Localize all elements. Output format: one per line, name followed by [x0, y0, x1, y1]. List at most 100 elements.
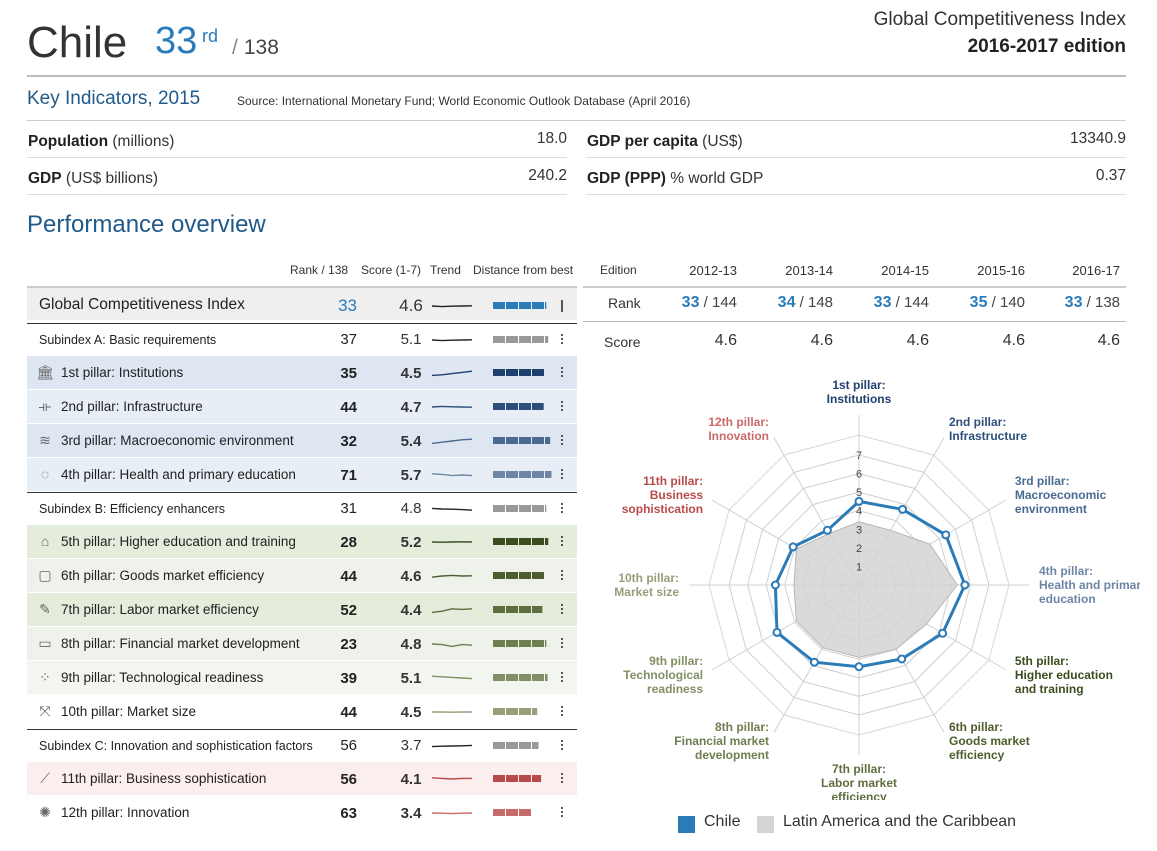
col-header-trend: Trend: [430, 263, 461, 277]
row-rank: 52: [340, 602, 357, 619]
distance-segment: [532, 606, 543, 613]
distance-segment: [506, 708, 518, 715]
indicator-gdp-per-capita: GDP per capita (US$): [587, 133, 743, 151]
distance-segment: [493, 606, 505, 613]
row-score: 5.1: [400, 331, 422, 348]
trend-sparkline: [431, 777, 472, 780]
indicator-divider: [27, 157, 567, 158]
key-indicators-divider: [27, 120, 1126, 121]
row-score: 5.1: [400, 670, 422, 687]
distance-bar: [493, 740, 563, 752]
radar-axis-label: 4th pillar: Health and primary education: [1039, 564, 1140, 606]
distance-segment: [506, 606, 518, 613]
edition-rank-value: 33: [873, 294, 892, 311]
distance-bar: [493, 300, 563, 312]
trend-sparkline: [431, 305, 473, 308]
row-rank: 71: [340, 467, 357, 484]
distance-segment: [532, 538, 544, 545]
row-label: 3rd pillar: Macroeconomic environment: [61, 433, 294, 448]
distance-segment: [532, 572, 544, 579]
indicator-label: GDP (PPP): [587, 170, 666, 187]
distance-bar: [493, 367, 563, 379]
distance-bar: [493, 672, 563, 684]
row-score: 4.6: [399, 296, 423, 315]
distance-segment: [506, 505, 518, 512]
row-score: 4.1: [400, 771, 422, 788]
edition-rank: 33 / 144: [829, 294, 929, 312]
row-label: 11th pillar: Business sophistication: [61, 771, 267, 786]
distance-segment: [532, 640, 544, 647]
overall-rank: 33: [155, 20, 198, 62]
col-header-score: Score (1-7): [361, 263, 422, 277]
indicator-gdp: GDP (US$ billions): [28, 170, 158, 188]
distance-segment: [545, 640, 547, 647]
row-score: 4.5: [400, 704, 422, 721]
radar-tick-label: 5: [856, 487, 862, 499]
country-name: Chile: [27, 18, 128, 67]
radar-point-chile: [897, 654, 907, 664]
distance-segment: [545, 336, 549, 343]
row-rank: 63: [340, 805, 357, 822]
indicator-unit: (US$): [702, 133, 743, 150]
radar-axis-label: 8th pillar: Financial market development: [674, 720, 769, 762]
pillar-row: ⁘ 9th pillar: Technological readiness 39 5.…: [27, 661, 577, 695]
row-rank: 28: [340, 534, 357, 551]
distance-segment: [493, 674, 505, 681]
header-divider: [27, 75, 1126, 77]
distance-segment: [532, 403, 544, 410]
trend-sparkline: [431, 370, 473, 377]
row-rank: 56: [340, 737, 357, 754]
row-rank: 35: [340, 365, 357, 382]
radar-tick-label: 2: [856, 543, 862, 555]
gci-row: Global Competitiveness Index 33 4.6: [27, 286, 577, 321]
row-label: 10th pillar: Market size: [61, 704, 197, 719]
legend-swatch-chile: [678, 816, 695, 833]
edition-score: 4.6: [1002, 332, 1025, 349]
trend-sparkline: [431, 744, 473, 748]
distance-segment: [506, 302, 518, 309]
trend-sparkline: [431, 405, 473, 408]
report-title: Global Competitiveness Index: [873, 9, 1126, 30]
edition-label: 2016-2017 edition: [967, 36, 1126, 57]
indicator-divider: [586, 157, 1126, 158]
trend-sparkline: [431, 507, 473, 511]
radar-point-chile: [809, 657, 819, 667]
subindex-row: Subindex B: Efficiency enhancers 31 4.8: [27, 492, 577, 524]
trend-sparkline: [431, 812, 473, 815]
edition-top-divider: [583, 286, 1126, 288]
distance-bar: [493, 706, 563, 718]
row-score: 4.5: [400, 365, 422, 382]
distance-bar: [493, 536, 563, 548]
distance-bar: [493, 773, 563, 785]
indicator-divider: [27, 194, 567, 195]
indicator-unit: (millions): [112, 133, 175, 150]
pillar-row: ≋ 3rd pillar: Macroeconomic environment 32…: [27, 424, 577, 458]
distance-segment: [506, 369, 518, 376]
row-score: 5.4: [400, 433, 422, 450]
indicator-value: 0.37: [1095, 167, 1126, 184]
distance-segment: [545, 674, 548, 681]
edition-rank-value: 33: [681, 294, 700, 311]
pillar-row: ⟋ 11th pillar: Business sophistication 56 4…: [27, 762, 577, 796]
col-header-distance: Distance from best: [473, 263, 574, 277]
distance-segment: [532, 742, 539, 749]
radar-chart: 1 2 3 4 5 6 7 1st pillar: Institutions 2nd pillar…: [614, 380, 1140, 800]
radar-tick-label: 6: [856, 469, 862, 481]
distance-segment: [545, 302, 547, 309]
indicator-unit: (US$ billions): [65, 170, 159, 187]
pillar-row: ▭ 8th pillar: Financial market developmen…: [27, 627, 577, 661]
distance-bar: [493, 604, 563, 616]
row-label: Subindex B: Efficiency enhancers: [39, 502, 225, 516]
box-icon: ▢: [38, 567, 52, 583]
distance-segment: [532, 336, 544, 343]
row-rank: 31: [340, 500, 357, 517]
radar-axis-label: 5th pillar: Higher education and training: [1015, 654, 1113, 696]
radar-point-chile: [770, 580, 780, 590]
rank-total-value: 138: [243, 36, 279, 59]
distance-segment: [519, 640, 531, 647]
row-label: 12th pillar: Innovation: [61, 805, 190, 820]
edition-rank-of: / 148: [795, 294, 833, 311]
edition-rank: 35 / 140: [925, 294, 1025, 312]
radar-point-chile: [854, 662, 864, 672]
trend-sparkline: [431, 541, 473, 543]
